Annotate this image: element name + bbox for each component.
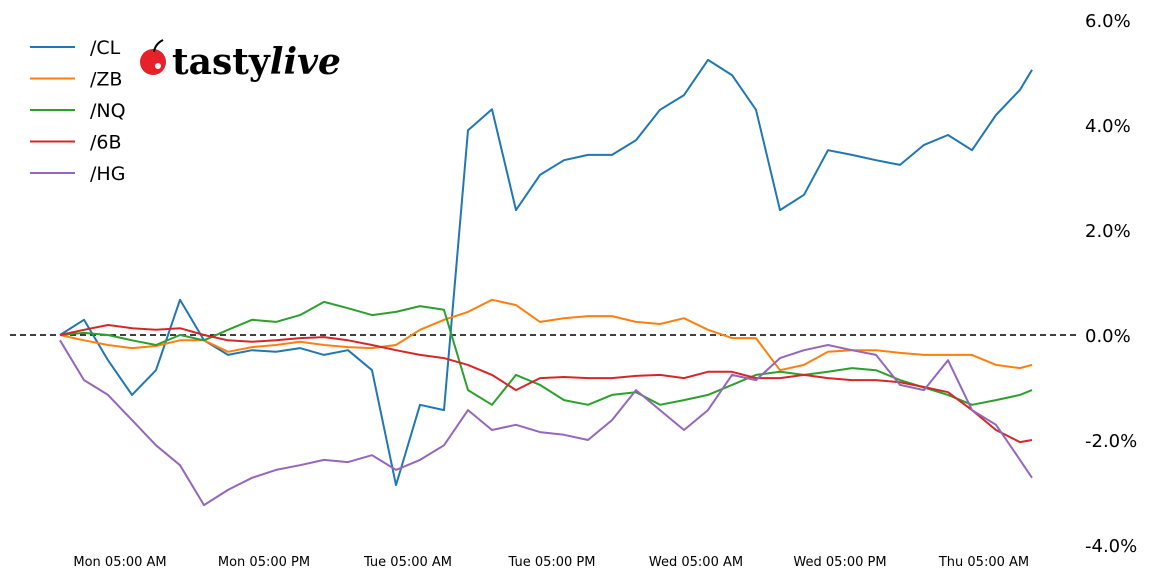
y-tick-label: 0.0% — [1085, 326, 1131, 347]
x-tick-label: Mon 05:00 PM — [218, 555, 310, 570]
x-tick-label: Tue 05:00 AM — [363, 555, 452, 570]
logo-text-live: live — [270, 41, 341, 83]
legend-label: /6B — [90, 132, 122, 154]
x-tick-label: Wed 05:00 AM — [649, 555, 743, 570]
x-tick-label: Thu 05:00 AM — [938, 555, 1029, 570]
series-line-hg — [59, 339, 1033, 507]
y-tick-label: -2.0% — [1085, 431, 1137, 452]
legend-label: /HG — [90, 163, 125, 185]
y-axis: 6.0% 4.0% 2.0% 0.0% -2.0% -4.0% — [1085, 11, 1137, 557]
y-tick-label: 2.0% — [1085, 221, 1131, 242]
y-tick-label: -4.0% — [1085, 536, 1137, 557]
legend: /CL/ZB/NQ/6B/HG — [30, 37, 126, 185]
svg-text:tastylive: tastylive — [172, 41, 341, 83]
y-tick-label: 6.0% — [1085, 11, 1131, 32]
series-line-zb — [59, 298, 1033, 372]
legend-label: /NQ — [90, 100, 126, 122]
legend-label: /ZB — [90, 69, 122, 91]
x-tick-label: Mon 05:00 AM — [73, 555, 166, 570]
tastylive-logo: tastylive — [140, 39, 341, 83]
x-tick-label: Wed 05:00 PM — [793, 555, 886, 570]
x-axis: Mon 05:00 AM Mon 05:00 PM Tue 05:00 AM Tue … — [73, 555, 1029, 570]
series-line-nq — [59, 300, 1033, 406]
series-line-6b — [59, 324, 1033, 444]
series-line-cl — [59, 58, 1033, 487]
y-tick-label: 4.0% — [1085, 116, 1131, 137]
logo-text-tasty: tasty — [172, 41, 271, 83]
x-tick-label: Tue 05:00 PM — [508, 555, 596, 570]
series-layer — [59, 58, 1033, 507]
cherry-icon — [140, 49, 166, 75]
legend-label: /CL — [90, 37, 121, 59]
